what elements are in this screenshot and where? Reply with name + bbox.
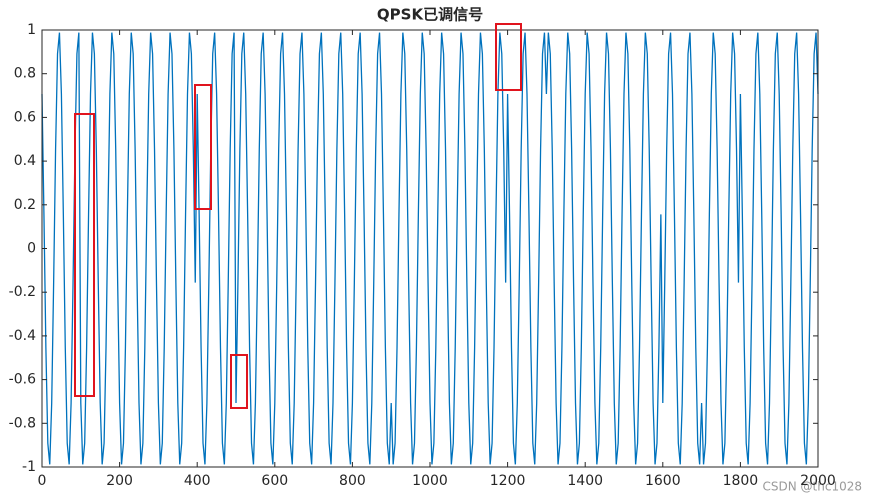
- y-tick-label: -1: [22, 459, 36, 475]
- y-tick-label: 1: [27, 22, 36, 38]
- plot: [41, 32, 819, 465]
- x-tick-label: 800: [339, 473, 366, 489]
- signal-line: [41, 32, 819, 465]
- x-tick-label: 1800: [723, 473, 759, 489]
- y-tick-label: 0.8: [14, 66, 36, 82]
- x-tick-label: 1400: [567, 473, 603, 489]
- highlight-box: [495, 23, 522, 91]
- highlight-box: [194, 84, 212, 210]
- y-tick-label: -0.2: [9, 284, 36, 300]
- x-tick-label: 0: [38, 473, 47, 489]
- watermark: CSDN @thc1028: [763, 480, 862, 494]
- x-tick-label: 1000: [412, 473, 448, 489]
- highlight-boxes: [74, 23, 522, 409]
- highlight-box: [74, 113, 95, 397]
- x-tick-label: 400: [184, 473, 211, 489]
- x-tick-label: 600: [261, 473, 288, 489]
- y-tick-label: 0.2: [14, 197, 36, 213]
- y-tick-label: 0.6: [14, 109, 36, 125]
- highlight-box: [230, 354, 248, 409]
- chart-title: QPSK已调信号: [377, 6, 483, 24]
- x-tick-label: 1200: [490, 473, 526, 489]
- y-tick-label: 0: [27, 241, 36, 257]
- y-tick-label: -0.8: [9, 415, 36, 431]
- y-tick-label: 0.4: [14, 153, 36, 169]
- y-tick-label: -0.4: [9, 328, 36, 344]
- x-tick-label: 1600: [645, 473, 681, 489]
- y-tick-label: -0.6: [9, 372, 36, 388]
- x-tick-label: 2000: [800, 473, 836, 489]
- x-tick-label: 200: [106, 473, 133, 489]
